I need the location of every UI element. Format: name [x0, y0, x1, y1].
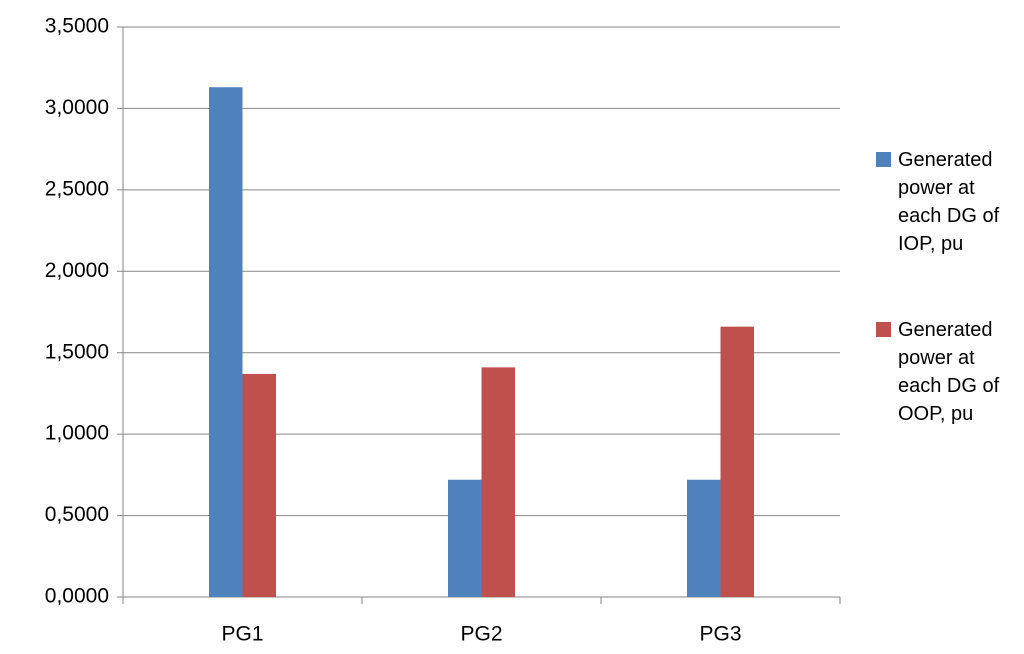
- legend-label: Generated power at each DG of IOP, pu: [898, 149, 1000, 255]
- legend-item: Generated power at each DG of IOP, pu: [876, 146, 1021, 258]
- y-tick-label: 1,5000: [45, 340, 109, 363]
- y-tick-label: 0,5000: [45, 503, 109, 526]
- y-tick-label: 0,0000: [45, 585, 109, 608]
- legend-item: Generated power at each DG of OOP, pu: [876, 316, 1021, 428]
- x-tick-label: PG1: [221, 623, 263, 646]
- bar: [481, 367, 515, 597]
- x-tick-label: PG2: [460, 623, 502, 646]
- bar: [242, 373, 276, 597]
- bar: [448, 479, 482, 597]
- bar: [209, 87, 243, 597]
- y-tick-label: 3,5000: [45, 15, 109, 38]
- y-tick-label: 1,0000: [45, 422, 109, 445]
- x-tick-label: PG3: [699, 623, 741, 646]
- y-tick-label: 3,0000: [45, 96, 109, 119]
- bar: [687, 479, 721, 597]
- y-tick-label: 2,0000: [45, 259, 109, 282]
- bar: [720, 326, 754, 597]
- legend-swatch: [876, 152, 891, 167]
- y-tick-label: 2,5000: [45, 177, 109, 200]
- legend-swatch: [876, 322, 891, 337]
- legend-label: Generated power at each DG of OOP, pu: [898, 319, 1000, 425]
